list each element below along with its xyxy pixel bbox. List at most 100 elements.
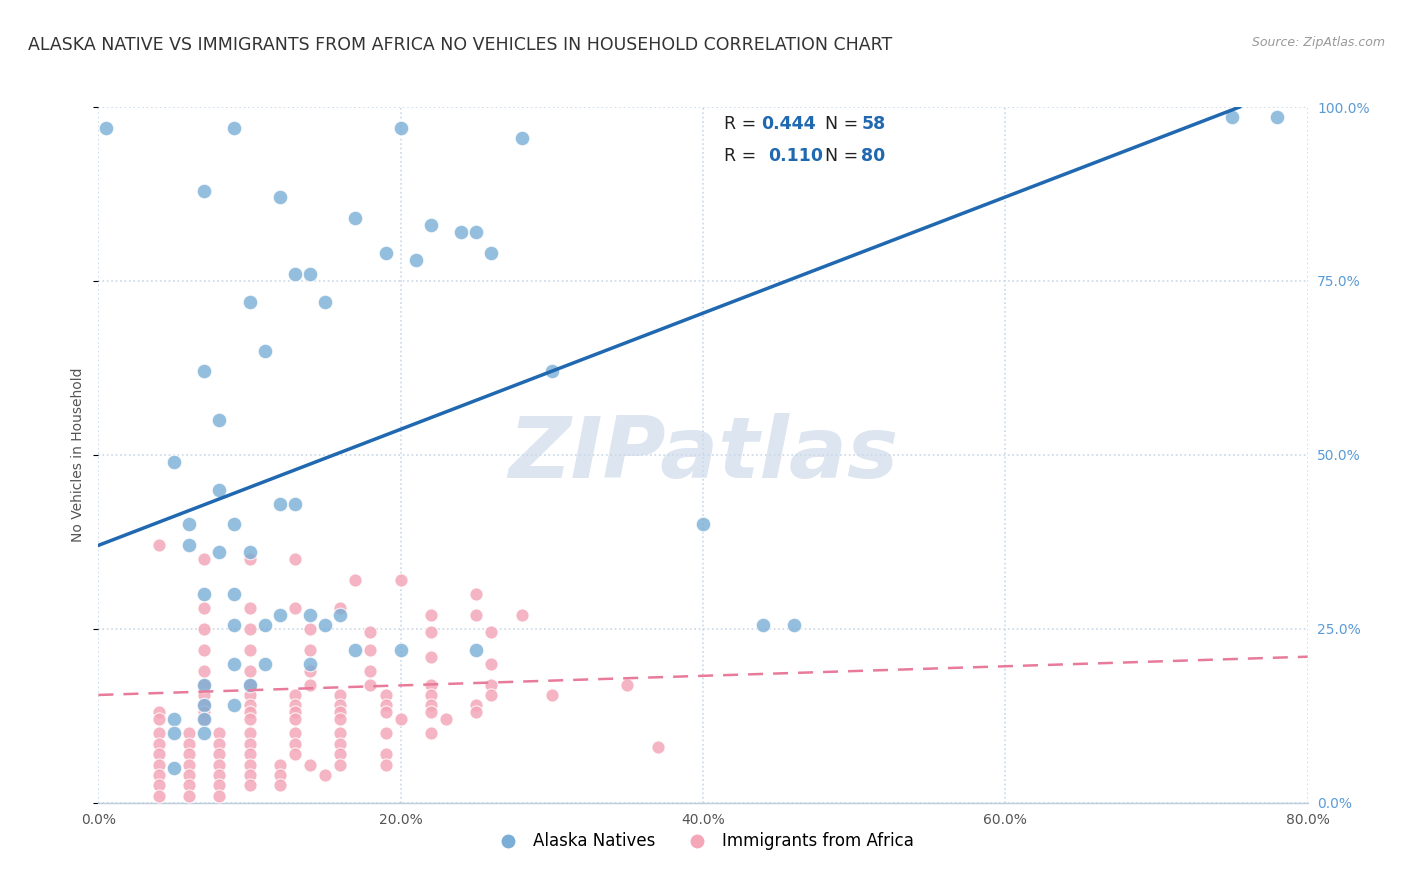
Point [239, 601, 262, 615]
Point [193, 677, 215, 691]
Point [193, 698, 215, 713]
Point [239, 688, 262, 702]
Point [284, 497, 307, 511]
Point [224, 657, 246, 671]
Point [208, 545, 231, 559]
Point [344, 573, 367, 587]
Point [389, 712, 412, 726]
Point [163, 712, 186, 726]
Point [465, 642, 488, 657]
Point [239, 294, 262, 309]
Point [360, 664, 382, 678]
Point [284, 267, 307, 281]
Point [224, 120, 246, 135]
Point [420, 726, 443, 740]
Point [284, 552, 307, 566]
Point [269, 497, 291, 511]
Point [314, 618, 336, 632]
Point [208, 747, 231, 761]
Point [329, 757, 352, 772]
Point [224, 517, 246, 532]
Point [420, 688, 443, 702]
Point [193, 184, 215, 198]
Point [299, 677, 322, 691]
Point [284, 698, 307, 713]
Point [148, 726, 170, 740]
Point [179, 517, 201, 532]
Point [329, 607, 352, 622]
Point [465, 587, 488, 601]
Point [299, 642, 322, 657]
Text: R =: R = [724, 147, 766, 165]
Point [239, 677, 262, 691]
Point [148, 778, 170, 793]
Point [329, 726, 352, 740]
Point [481, 246, 503, 260]
Point [540, 688, 562, 702]
Point [420, 607, 443, 622]
Point [94, 120, 117, 135]
Point [389, 120, 412, 135]
Point [299, 267, 322, 281]
Point [374, 726, 396, 740]
Point [239, 677, 262, 691]
Point [163, 455, 186, 469]
Text: R =: R = [724, 115, 761, 134]
Text: Source: ZipAtlas.com: Source: ZipAtlas.com [1251, 36, 1385, 49]
Point [299, 607, 322, 622]
Point [148, 538, 170, 552]
Point [253, 343, 276, 358]
Point [465, 698, 488, 713]
Point [420, 706, 443, 720]
Point [692, 517, 714, 532]
Point [193, 688, 215, 702]
Point [239, 778, 262, 793]
Point [752, 618, 775, 632]
Point [616, 677, 638, 691]
Point [329, 688, 352, 702]
Point [148, 789, 170, 803]
Point [179, 757, 201, 772]
Point [193, 698, 215, 713]
Point [389, 573, 412, 587]
Point [329, 712, 352, 726]
Point [450, 225, 472, 239]
Point [481, 677, 503, 691]
Point [179, 747, 201, 761]
Legend: Alaska Natives, Immigrants from Africa: Alaska Natives, Immigrants from Africa [485, 826, 921, 857]
Point [360, 642, 382, 657]
Point [224, 618, 246, 632]
Point [239, 698, 262, 713]
Point [465, 706, 488, 720]
Point [208, 483, 231, 497]
Point [179, 737, 201, 751]
Point [193, 706, 215, 720]
Point [208, 413, 231, 427]
Text: ZIPatlas: ZIPatlas [508, 413, 898, 497]
Text: 58: 58 [862, 115, 886, 134]
Point [224, 698, 246, 713]
Point [284, 601, 307, 615]
Point [374, 246, 396, 260]
Point [193, 622, 215, 636]
Point [239, 768, 262, 782]
Point [269, 607, 291, 622]
Point [299, 622, 322, 636]
Point [179, 768, 201, 782]
Point [208, 768, 231, 782]
Point [239, 664, 262, 678]
Point [269, 190, 291, 204]
Point [163, 761, 186, 775]
Text: ALASKA NATIVE VS IMMIGRANTS FROM AFRICA NO VEHICLES IN HOUSEHOLD CORRELATION CHA: ALASKA NATIVE VS IMMIGRANTS FROM AFRICA … [28, 36, 893, 54]
Point [374, 706, 396, 720]
Point [239, 747, 262, 761]
Point [193, 677, 215, 691]
Point [420, 677, 443, 691]
Point [420, 698, 443, 713]
Point [465, 225, 488, 239]
Point [239, 737, 262, 751]
Point [284, 688, 307, 702]
Point [314, 294, 336, 309]
Point [284, 737, 307, 751]
Point [510, 607, 533, 622]
